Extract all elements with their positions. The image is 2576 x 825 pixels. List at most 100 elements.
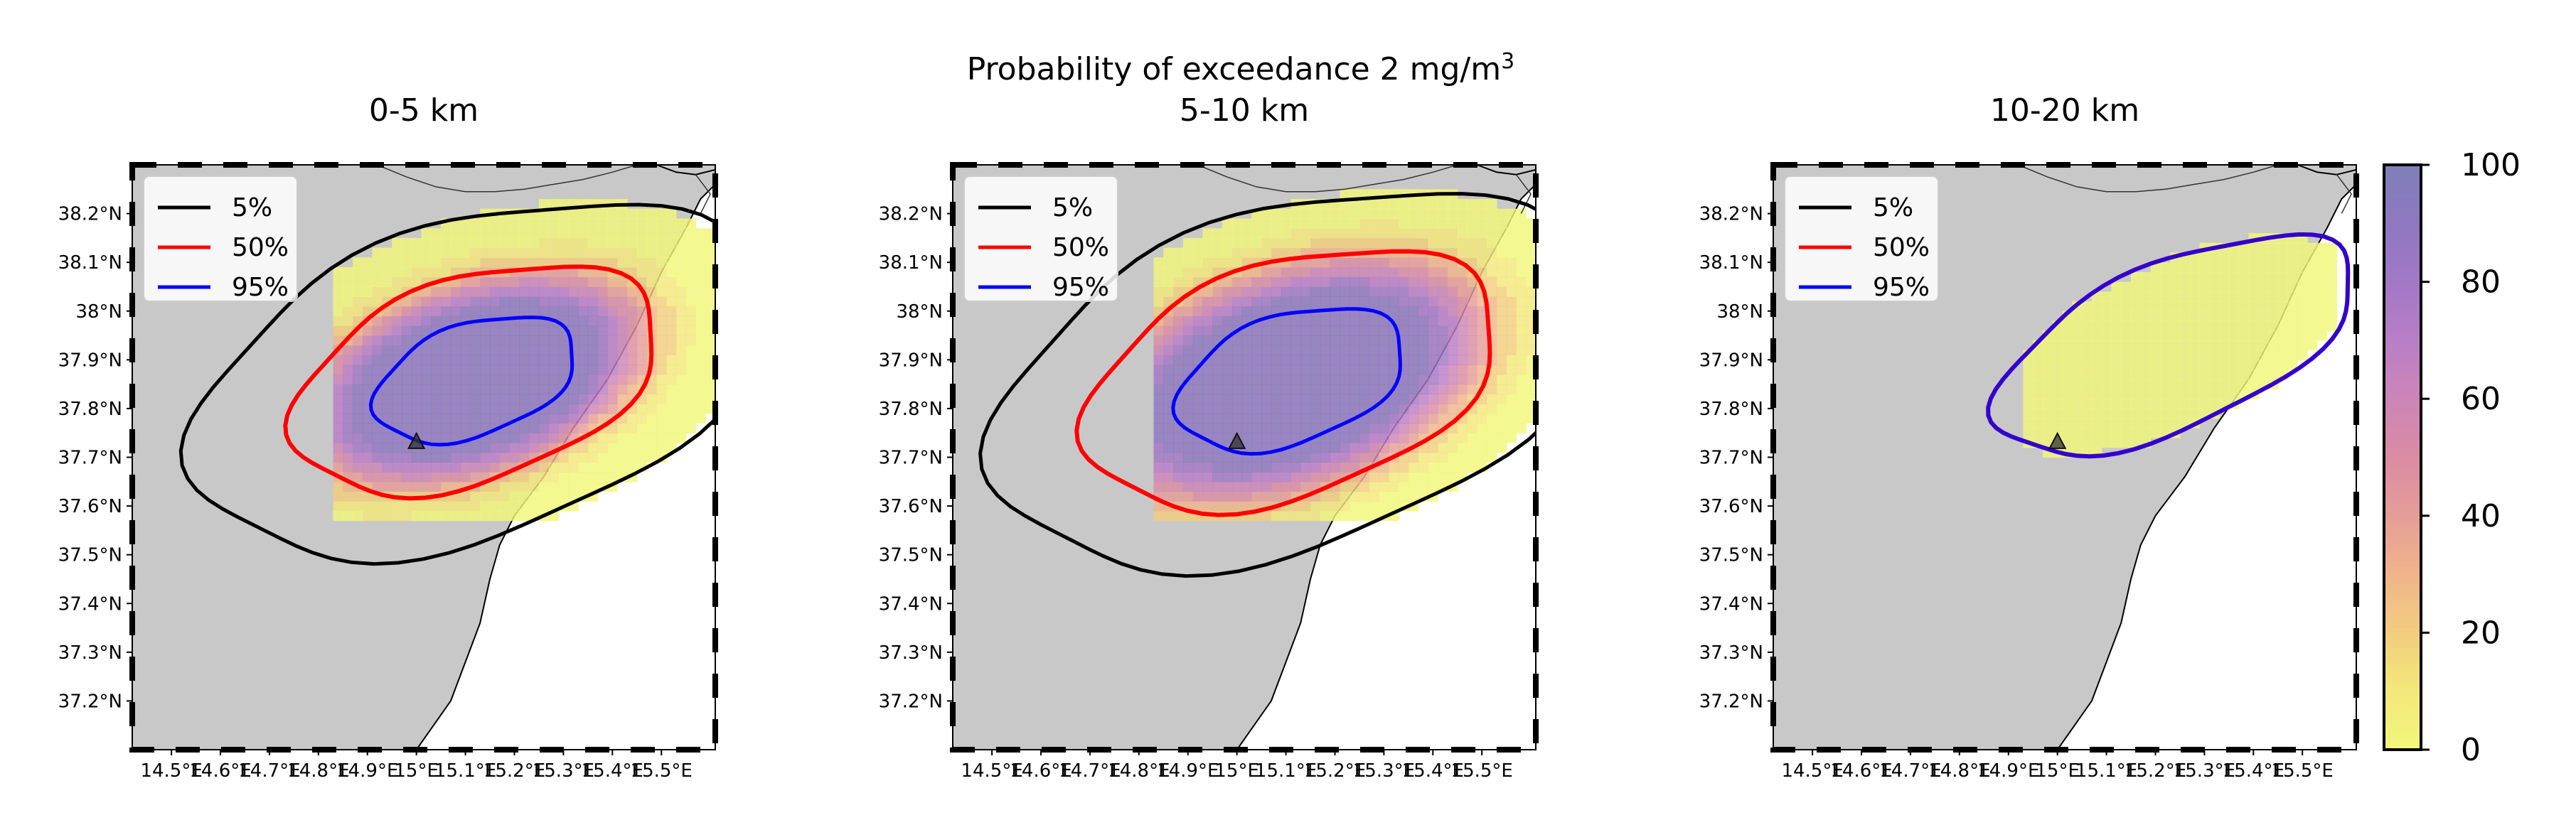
y-tick-label: 38°N [1716, 301, 1763, 323]
y-tick-label: 37.9°N [1699, 350, 1763, 371]
y-tick-label: 37.4°N [879, 593, 943, 615]
y-tick-label: 37.9°N [58, 350, 122, 371]
coastline [1197, 165, 1458, 193]
coastline [2018, 165, 2278, 193]
x-tick-label: 14.7°E [1879, 760, 1941, 782]
y-tick-label: 37.7°N [58, 448, 122, 469]
x-tick-label: 15.5°E [1451, 760, 1513, 782]
panel-title: 0-5 km [369, 92, 479, 129]
x-tick-label: 15°E [394, 760, 439, 782]
y-tick-label: 37.5°N [879, 545, 943, 566]
legend: 5% 50% 95% [963, 176, 1118, 302]
x-tick-label: 14.6°E [1830, 760, 1892, 782]
y-tick-label: 38.2°N [879, 204, 943, 225]
x-tick-label: 14.9°E [1977, 760, 2039, 782]
x-tick-label: 15.4°E [582, 760, 643, 782]
legend-label: 5% [232, 193, 272, 222]
map-panel-1: 0-5 km 37.2°N 37.3°N 37.4°N 37.5°N 37.6°N 37.7… [58, 92, 718, 782]
contours [978, 192, 1536, 578]
y-tick-label: 38.1°N [879, 252, 943, 274]
contour-5 [178, 203, 715, 566]
contour-95 [1171, 307, 1402, 456]
x-tick-label: 14.9°E [336, 760, 398, 782]
x-tick-label: 15.4°E [2223, 760, 2284, 782]
colorbar-tick-label: 40 [2461, 498, 2501, 534]
legend: 5% 50% 95% [143, 176, 298, 302]
colorbar-tick-label: 80 [2461, 264, 2501, 301]
vent-marker-icon [407, 431, 426, 449]
x-tick-label: 15.3°E [533, 760, 594, 782]
coastline [377, 165, 637, 193]
x-tick-label: 14.7°E [1059, 760, 1121, 782]
y-tick-label: 37.5°N [1699, 545, 1763, 566]
x-tick-label: 14.5°E [1781, 760, 1843, 782]
colorbar-tick-label: 60 [2461, 381, 2501, 417]
contour-5 [978, 192, 1536, 578]
contours [1986, 232, 2351, 459]
x-tick-label: 15.2°E [1304, 760, 1366, 782]
y-tick-label: 38.2°N [1699, 204, 1763, 225]
x-tick-label: 15.3°E [2174, 760, 2235, 782]
y-tick-label: 37.6°N [58, 496, 122, 517]
y-tick-label: 37.8°N [1699, 399, 1763, 420]
y-tick-label: 38°N [896, 301, 943, 323]
contour-95 [368, 316, 574, 447]
x-tick-label: 14.6°E [1010, 760, 1071, 782]
map-panel-2: 5-10 km 37.2°N 37.3°N 37.4°N 37.5°N 37.6°N 37.… [879, 92, 1539, 782]
legend-label: 5% [1873, 193, 1913, 222]
y-tick-label: 38°N [75, 301, 122, 323]
legend-label: 50% [1052, 233, 1109, 262]
y-tick-label: 37.3°N [58, 642, 122, 664]
colorbar: 0 20 40 60 80 100 [2383, 147, 2521, 768]
y-tick-label: 37.6°N [879, 496, 943, 517]
vent-marker-icon [1228, 431, 1246, 449]
probability-grid [1153, 189, 1536, 522]
y-tick-label: 37.6°N [1699, 496, 1763, 517]
x-tick-label: 15.1°E [434, 760, 496, 782]
coastline-strait [695, 174, 711, 214]
y-tick-label: 37.4°N [58, 593, 122, 615]
panel-title: 5-10 km [1180, 92, 1309, 129]
y-tick-label: 37.8°N [879, 399, 943, 420]
panel-title: 10-20 km [1990, 92, 2139, 129]
contour-50 [1074, 249, 1492, 517]
coastline-strait [1515, 174, 1532, 214]
x-tick-label: 15.1°E [2075, 760, 2137, 782]
legend: 5% 50% 95% [1784, 176, 1939, 302]
contour-merged [1986, 232, 2351, 459]
colorbar-tick-label: 0 [2461, 732, 2481, 768]
x-tick-label: 14.6°E [189, 760, 251, 782]
map-frame-dashed [1770, 162, 2359, 753]
map-frame-dashed [950, 162, 1539, 753]
legend-label: 50% [1873, 233, 1930, 262]
colorbar-tick-label: 100 [2461, 147, 2521, 183]
x-tick-label: 15.1°E [1255, 760, 1317, 782]
y-tick-label: 37.8°N [58, 399, 122, 420]
x-tick-label: 15°E [1214, 760, 1259, 782]
y-tick-label: 37.3°N [1699, 642, 1763, 664]
y-tick-label: 37.7°N [1699, 448, 1763, 469]
map-frame-dashed [129, 162, 718, 753]
legend-label: 95% [1052, 273, 1109, 302]
x-tick-label: 15.3°E [1353, 760, 1415, 782]
y-tick-label: 37.2°N [58, 691, 122, 712]
x-tick-label: 15.5°E [631, 760, 693, 782]
x-tick-label: 15.2°E [483, 760, 545, 782]
y-tick-label: 37.4°N [1699, 593, 1763, 615]
x-tick-label: 15.4°E [1402, 760, 1464, 782]
x-tick-label: 15.2°E [2125, 760, 2186, 782]
y-tick-label: 37.2°N [1699, 691, 1763, 712]
colorbar-tick-label: 20 [2461, 615, 2501, 651]
map-panel-3: 10-20 km 37.2°N 37.3°N 37.4°N 37.5°N 37.6°N 37… [1699, 92, 2359, 782]
x-tick-label: 14.9°E [1157, 760, 1219, 782]
figure-suptitle: Probability of exceedance 2 mg/m3 [967, 49, 1514, 87]
vent-marker-icon [2048, 431, 2067, 449]
y-tick-label: 38.1°N [58, 252, 122, 274]
y-tick-label: 37.5°N [58, 545, 122, 566]
x-tick-label: 14.5°E [961, 760, 1022, 782]
x-tick-label: 15°E [2035, 760, 2080, 782]
x-tick-label: 14.5°E [140, 760, 202, 782]
contour-50 [283, 264, 654, 501]
x-tick-label: 14.8°E [1108, 760, 1170, 782]
